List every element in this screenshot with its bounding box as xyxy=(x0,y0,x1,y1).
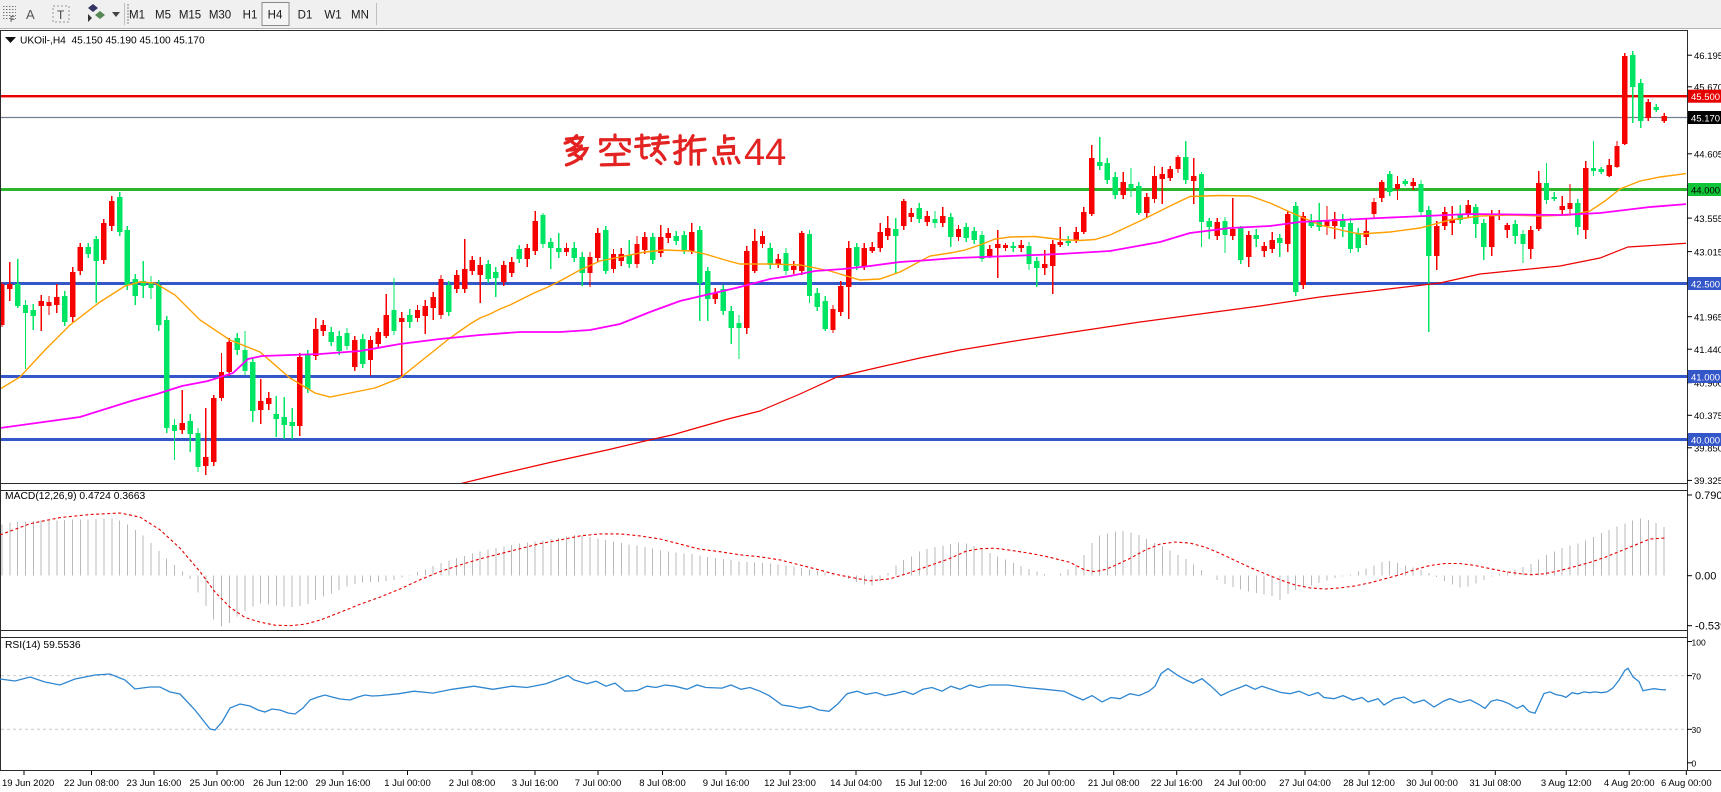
svg-text:7 Jul 00:00: 7 Jul 00:00 xyxy=(575,778,621,789)
svg-text:9 Jul 16:00: 9 Jul 16:00 xyxy=(703,778,749,789)
svg-text:M15: M15 xyxy=(179,10,201,22)
svg-text:39.325: 39.325 xyxy=(1694,476,1721,487)
svg-text:41.440: 41.440 xyxy=(1694,345,1721,356)
svg-text:22 Jul 16:00: 22 Jul 16:00 xyxy=(1151,778,1203,789)
svg-text:46.195: 46.195 xyxy=(1694,51,1721,62)
svg-text:19 Jun 2020: 19 Jun 2020 xyxy=(2,778,54,789)
svg-text:29 Jun 16:00: 29 Jun 16:00 xyxy=(316,778,371,789)
svg-text:-0.5399: -0.5399 xyxy=(1695,621,1721,633)
svg-text:31 Jul 08:00: 31 Jul 08:00 xyxy=(1469,778,1521,789)
svg-text:45.670: 45.670 xyxy=(1694,83,1721,94)
svg-text:40.000: 40.000 xyxy=(1691,435,1720,446)
svg-text:UKOil-,H4 45.150 45.190 45.10: UKOil-,H4 45.150 45.190 45.100 45.170 xyxy=(20,36,205,47)
svg-text:2 Jul 08:00: 2 Jul 08:00 xyxy=(449,778,495,789)
svg-text:4 Aug 20:00: 4 Aug 20:00 xyxy=(1604,778,1655,789)
svg-text:W1: W1 xyxy=(324,10,341,22)
svg-text:24 Jul 00:00: 24 Jul 00:00 xyxy=(1214,778,1266,789)
svg-text:M30: M30 xyxy=(209,10,231,22)
svg-text:15 Jul 12:00: 15 Jul 12:00 xyxy=(895,778,947,789)
svg-text:30: 30 xyxy=(1692,725,1702,735)
svg-text:39.850: 39.850 xyxy=(1694,444,1721,455)
svg-text:0: 0 xyxy=(1692,759,1697,769)
svg-text:MACD(12,26,9) 0.4724 0.3663: MACD(12,26,9) 0.4724 0.3663 xyxy=(5,491,146,502)
svg-text:M1: M1 xyxy=(129,10,145,22)
svg-text:28 Jul 12:00: 28 Jul 12:00 xyxy=(1343,778,1395,789)
svg-text:RSI(14) 59.5536: RSI(14) 59.5536 xyxy=(5,640,81,651)
svg-text:H4: H4 xyxy=(268,10,283,22)
svg-text:F: F xyxy=(10,15,15,24)
svg-text:42.500: 42.500 xyxy=(1691,279,1720,290)
svg-text:H1: H1 xyxy=(243,10,258,22)
svg-text:25 Jun 00:00: 25 Jun 00:00 xyxy=(190,778,245,789)
svg-text:8 Jul 08:00: 8 Jul 08:00 xyxy=(639,778,685,789)
svg-text:44: 44 xyxy=(744,132,786,174)
svg-text:44.000: 44.000 xyxy=(1691,185,1720,196)
svg-text:16 Jul 20:00: 16 Jul 20:00 xyxy=(960,778,1012,789)
svg-text:43.015: 43.015 xyxy=(1694,247,1721,258)
svg-text:45.170: 45.170 xyxy=(1691,113,1720,124)
svg-text:1 Jul 00:00: 1 Jul 00:00 xyxy=(384,778,430,789)
svg-text:41.000: 41.000 xyxy=(1691,372,1720,383)
svg-text:MN: MN xyxy=(351,10,369,22)
svg-text:44.605: 44.605 xyxy=(1694,150,1721,161)
svg-text:0.00: 0.00 xyxy=(1695,571,1716,583)
svg-text:20 Jul 00:00: 20 Jul 00:00 xyxy=(1023,778,1075,789)
svg-text:43.555: 43.555 xyxy=(1694,214,1721,225)
svg-text:23 Jun 16:00: 23 Jun 16:00 xyxy=(127,778,182,789)
svg-text:40.375: 40.375 xyxy=(1694,411,1721,422)
svg-text:D1: D1 xyxy=(298,10,313,22)
svg-text:30 Jul 00:00: 30 Jul 00:00 xyxy=(1406,778,1458,789)
svg-text:6 Aug 00:00: 6 Aug 00:00 xyxy=(1661,778,1712,789)
svg-text:70: 70 xyxy=(1692,671,1702,681)
svg-text:M5: M5 xyxy=(155,10,171,22)
svg-text:12 Jul 23:00: 12 Jul 23:00 xyxy=(764,778,816,789)
svg-text:27 Jul 04:00: 27 Jul 04:00 xyxy=(1279,778,1331,789)
svg-text:41.965: 41.965 xyxy=(1694,313,1721,324)
svg-text:14 Jul 04:00: 14 Jul 04:00 xyxy=(830,778,882,789)
svg-text:100: 100 xyxy=(1692,637,1706,647)
svg-text:0.7904: 0.7904 xyxy=(1695,490,1721,502)
svg-text:3 Jul 16:00: 3 Jul 16:00 xyxy=(512,778,558,789)
svg-text:3 Aug 12:00: 3 Aug 12:00 xyxy=(1541,778,1592,789)
svg-text:45.500: 45.500 xyxy=(1691,92,1720,103)
svg-text:40.900: 40.900 xyxy=(1694,379,1721,390)
svg-text:T: T xyxy=(57,8,65,22)
svg-text:21 Jul 08:00: 21 Jul 08:00 xyxy=(1088,778,1140,789)
svg-text:A: A xyxy=(26,7,35,22)
svg-text:26 Jun 12:00: 26 Jun 12:00 xyxy=(253,778,308,789)
svg-text:22 Jun 08:00: 22 Jun 08:00 xyxy=(64,778,119,789)
